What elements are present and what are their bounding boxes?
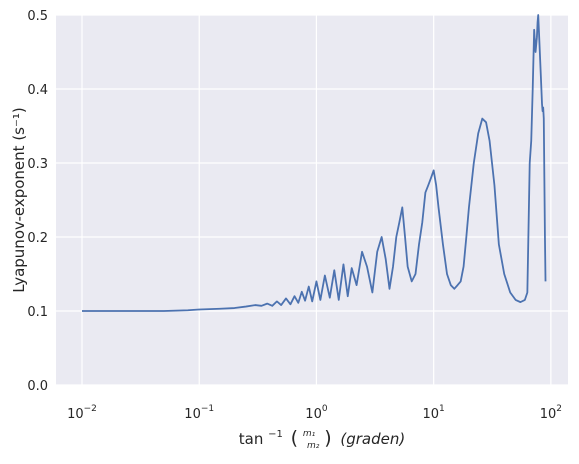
- series-line: [82, 14, 547, 312]
- y-axis-label: Lyapunov-exponent (s⁻¹): [10, 107, 28, 293]
- x-label-num: m₁: [303, 429, 316, 439]
- x-axis-label: tan −1 ( m₁ m₂ ) (graden): [239, 422, 405, 452]
- x-tick-label: 101: [423, 404, 445, 422]
- y-tick-labels: 0.0 0.1 0.2 0.3 0.4 0.5: [27, 9, 48, 394]
- y-tick-label: 0.5: [27, 9, 48, 24]
- plot-background: [56, 15, 568, 385]
- x-label-unit: (graden): [340, 430, 405, 448]
- y-tick-label: 0.1: [27, 305, 48, 320]
- x-tick-label: 102: [540, 404, 562, 422]
- x-tick-label: 10−1: [184, 404, 214, 422]
- x-label-rparen: ): [324, 427, 331, 449]
- x-tick-labels: 10−2 10−1 100 101 102: [67, 404, 562, 422]
- series-layer: [82, 14, 547, 312]
- x-label-lparen: (: [291, 427, 298, 449]
- y-tick-label: 0.3: [27, 157, 48, 172]
- y-tick-label: 0.2: [27, 231, 48, 246]
- y-tick-label: 0.0: [27, 379, 48, 394]
- x-grid-lines: [81, 15, 552, 385]
- x-tick-label: 100: [305, 404, 328, 422]
- x-label-sup: −1: [268, 429, 283, 440]
- x-label-den: m₂: [307, 441, 320, 451]
- y-tick-label: 0.4: [27, 83, 48, 98]
- x-tick-label: 10−2: [67, 404, 97, 422]
- x-label-prefix: tan: [239, 430, 264, 448]
